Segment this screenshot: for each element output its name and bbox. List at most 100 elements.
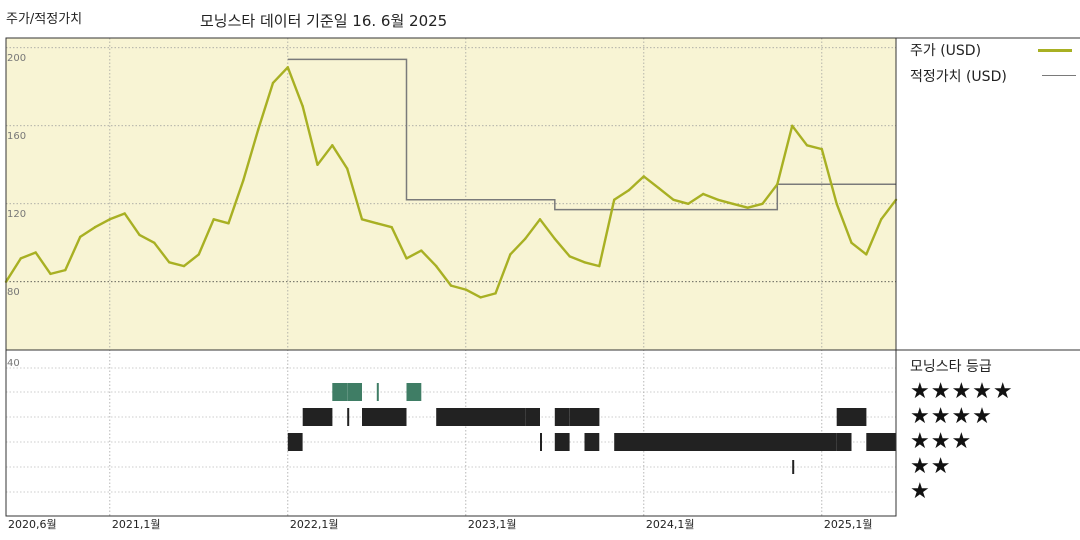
y-tick-label: 160	[7, 131, 26, 142]
chart-title: 모닝스타 데이터 기준일 16. 6월 2025	[200, 12, 448, 30]
y-tick-label: 200	[7, 53, 26, 64]
x-tick-label: 2025,1월	[824, 518, 873, 531]
price-point	[34, 251, 37, 254]
rating-axis-tick: 40	[7, 358, 20, 369]
price-point	[776, 183, 779, 186]
price-point	[479, 296, 482, 299]
x-tick-label: 2022,1월	[290, 518, 339, 531]
price-point	[449, 284, 453, 287]
rating-bar-5	[332, 383, 348, 401]
rating-bar-4	[347, 408, 350, 426]
rating-label-1: ★	[910, 479, 931, 504]
rating-title: 모닝스타 등급	[910, 359, 992, 375]
price-point	[538, 218, 542, 221]
price-point	[405, 257, 408, 260]
price-point	[583, 261, 586, 264]
price-point	[375, 222, 378, 225]
price-point	[242, 179, 245, 182]
price-point	[865, 253, 868, 256]
rating-bar-2	[792, 460, 795, 474]
x-tick-label: 2023,1월	[468, 518, 517, 531]
price-point	[286, 66, 289, 69]
rating-bar-4	[362, 408, 407, 426]
price-point	[19, 257, 22, 260]
rating-label-4: ★★★★	[910, 404, 993, 429]
legend-fair-label: 적정가치 (USD)	[910, 69, 1007, 85]
rating-label-5: ★★★★★	[910, 379, 1014, 404]
price-point	[49, 272, 52, 276]
rating-bar-5	[347, 383, 362, 401]
price-point	[390, 226, 393, 229]
x-tick-label: 2021,1월	[112, 518, 161, 531]
rating-bar-3	[554, 433, 570, 451]
price-point	[642, 175, 645, 178]
price-point	[138, 233, 141, 237]
rating-bar-3	[614, 433, 837, 451]
price-point	[316, 163, 319, 166]
price-point	[716, 198, 720, 201]
price-point	[702, 192, 705, 196]
rating-bar-4	[569, 408, 600, 426]
rating-bar-3	[836, 433, 852, 451]
y-tick-label: 80	[7, 287, 20, 298]
price-point	[731, 202, 734, 205]
price-point	[153, 241, 156, 244]
price-point	[850, 241, 853, 244]
price-point	[553, 237, 556, 240]
rating-bar-3	[540, 433, 542, 451]
legend-fair-swatch	[1042, 75, 1076, 76]
price-point	[79, 235, 82, 239]
rating-bar-5	[376, 383, 379, 401]
price-point	[182, 264, 186, 268]
chart-left-label: 주가/적정가치	[6, 12, 83, 27]
rating-bar-4	[302, 408, 333, 426]
rating-label-3: ★★★	[910, 429, 973, 454]
price-point	[123, 212, 126, 215]
rating-bar-4	[554, 408, 570, 426]
price-point	[257, 128, 260, 131]
price-point	[420, 249, 423, 252]
price-point	[64, 268, 67, 272]
price-point	[212, 218, 215, 221]
price-point	[464, 288, 467, 291]
price-point	[820, 147, 823, 151]
price-point	[301, 105, 304, 108]
fair-value-line	[287, 58, 896, 211]
rating-bar-3	[584, 433, 600, 451]
rating-bar-4	[525, 408, 540, 426]
price-point	[271, 81, 275, 85]
price-point	[168, 261, 171, 264]
price-point	[494, 292, 497, 295]
price-point	[197, 253, 200, 256]
rating-bar-5	[406, 383, 422, 401]
price-point	[346, 167, 349, 170]
price-point	[791, 124, 794, 128]
price-point	[657, 186, 660, 190]
price-point	[627, 188, 631, 192]
price-point	[93, 226, 97, 229]
rating-bar-4	[836, 408, 867, 426]
x-tick-label: 2020,6월	[8, 518, 57, 531]
price-point	[598, 264, 601, 268]
rating-bar-3	[866, 433, 896, 451]
price-panel-bg	[6, 38, 896, 350]
legend-panel: 주가 (USD) 적정가치 (USD) 모닝스타 등급 ★★★★★ ★★★★ ★…	[896, 38, 1080, 518]
price-point	[227, 222, 230, 225]
price-point	[331, 144, 334, 147]
price-point	[835, 202, 838, 205]
price-point	[746, 206, 749, 209]
price-point	[613, 198, 616, 201]
rating-label-2: ★★	[910, 454, 952, 479]
rating-bar-4	[436, 408, 526, 426]
rating-bar-3	[287, 433, 303, 451]
y-tick-label: 120	[7, 209, 26, 220]
price-point	[509, 253, 512, 256]
price-point	[568, 255, 571, 258]
price-point	[880, 218, 883, 221]
price-point	[360, 218, 364, 221]
x-tick-label: 2024,1월	[646, 518, 695, 531]
price-point	[435, 264, 438, 268]
price-point	[761, 202, 764, 205]
price-point	[805, 144, 809, 147]
